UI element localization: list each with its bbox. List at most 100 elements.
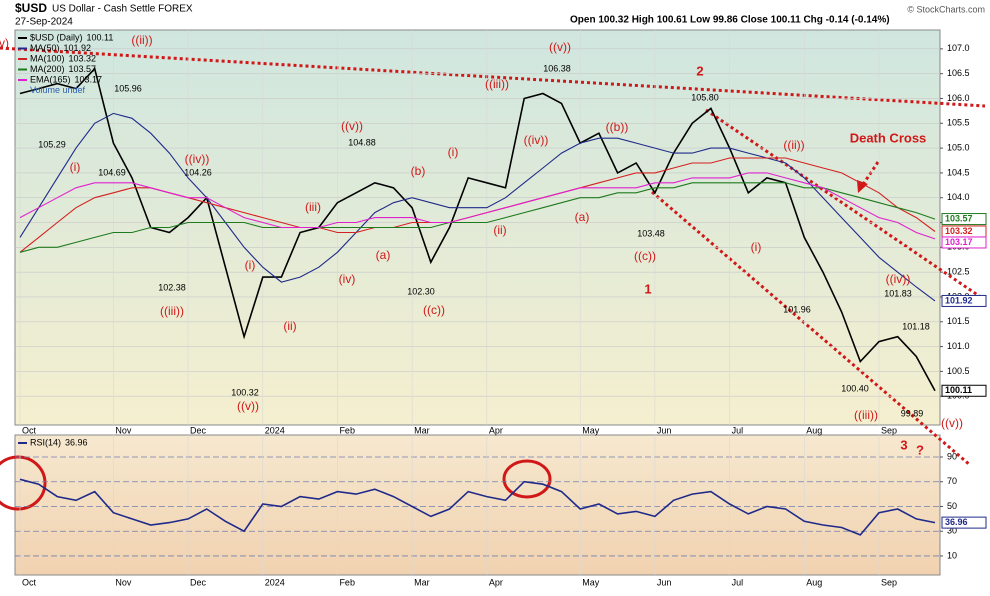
wave-label: Death Cross — [850, 130, 927, 145]
y-tick-label: 106.5 — [947, 68, 970, 78]
wave-label: (i) — [751, 240, 762, 254]
legend-label: MA(100) — [30, 53, 65, 63]
wave-label: (i) — [70, 160, 81, 174]
value-tag-label: 103.57 — [945, 213, 973, 223]
legend-label: Volume undef — [30, 85, 86, 95]
price-label: 101.83 — [884, 288, 912, 298]
x-tick-label: Jun — [657, 425, 672, 435]
credit: © StockCharts.com — [907, 4, 985, 14]
wave-label: (ii) — [493, 223, 506, 237]
y-tick-label: 107.0 — [947, 43, 970, 53]
legend-label: EMA(165) — [30, 74, 71, 84]
y-tick-label: 10 — [947, 550, 957, 560]
instrument-name: US Dollar - Cash Settle FOREX — [52, 4, 193, 15]
legend-value: 103.17 — [75, 74, 103, 84]
trend-line — [705, 108, 986, 302]
x-tick-label: May — [582, 425, 600, 435]
wave-label: (i) — [245, 258, 256, 272]
price-label: 105.96 — [114, 83, 142, 93]
date: 27-Sep-2024 — [15, 17, 73, 28]
wave-label: v) — [0, 36, 9, 50]
x-tick-label: Jul — [732, 425, 744, 435]
wave-label: ((v)) — [341, 119, 363, 133]
value-tag-label: 100.11 — [945, 385, 972, 395]
value-tag-label: 103.17 — [945, 237, 973, 247]
value-tag-label: 103.32 — [945, 226, 973, 236]
x-tick-label: Apr — [489, 577, 503, 587]
y-tick-label: 101.5 — [947, 316, 970, 326]
wave-label: 3 — [900, 437, 907, 452]
y-tick-label: 50 — [947, 501, 957, 511]
legend-label: RSI(14) — [30, 437, 61, 447]
price-label: 100.32 — [231, 387, 259, 397]
price-label: 104.26 — [184, 167, 212, 177]
arrow-head — [857, 180, 868, 193]
legend-value: 101.92 — [64, 43, 92, 53]
trend-line — [0, 46, 986, 108]
legend-label: MA(50) — [30, 43, 60, 53]
y-tick-label: 105.5 — [947, 118, 970, 128]
wave-label: (iv) — [339, 272, 356, 286]
rsi-panel — [14, 434, 941, 576]
price-label: 101.18 — [902, 321, 930, 331]
x-tick-label: Oct — [22, 425, 37, 435]
legend-value: 103.32 — [69, 53, 97, 63]
x-tick-label: Aug — [806, 425, 822, 435]
legend-label: MA(200) — [30, 64, 65, 74]
y-tick-label: 30 — [947, 526, 957, 536]
wave-label: ((b)) — [606, 120, 629, 134]
wave-label: (b) — [411, 164, 426, 178]
wave-label: 2 — [696, 63, 703, 78]
arrow — [860, 161, 880, 187]
y-tick-label: 105.0 — [947, 142, 970, 152]
wave-label: ((ii)) — [783, 138, 804, 152]
y-tick-label: 104.0 — [947, 192, 970, 202]
x-tick-label: Feb — [339, 425, 355, 435]
price-label: 106.38 — [543, 63, 571, 73]
wave-label: ((iii)) — [854, 408, 878, 422]
price-label: 104.88 — [348, 137, 376, 147]
y-tick-label: 106.0 — [947, 93, 970, 103]
wave-label: ((v)) — [941, 416, 963, 430]
wave-label: ((iii)) — [485, 77, 509, 91]
price-label: 101.96 — [783, 304, 811, 314]
wave-label: ((v)) — [237, 399, 259, 413]
wave-label: (ii) — [283, 319, 296, 333]
x-tick-label: 2024 — [265, 577, 285, 587]
x-tick-label: May — [582, 577, 600, 587]
value-tag — [941, 236, 987, 249]
legend-label: $USD (Daily) — [30, 32, 83, 42]
legend-value: 103.57 — [69, 64, 97, 74]
value-tag — [941, 213, 987, 226]
wave-label: ((iv)) — [185, 152, 210, 166]
x-tick-label: Nov — [115, 577, 132, 587]
x-tick-label: Aug — [806, 577, 822, 587]
price-label: 105.29 — [38, 139, 66, 149]
x-tick-label: Dec — [190, 425, 207, 435]
wave-label: ((iv)) — [886, 272, 911, 286]
price-label: 104.69 — [98, 167, 126, 177]
wave-label: ((ii)) — [131, 33, 152, 47]
x-tick-label: Nov — [115, 425, 132, 435]
y-tick-label: 90 — [947, 451, 957, 461]
price-label: 100.40 — [841, 383, 869, 393]
x-tick-label: Mar — [414, 425, 430, 435]
x-tick-label: Sep — [881, 577, 897, 587]
x-tick-label: Dec — [190, 577, 207, 587]
trend-line — [651, 190, 971, 467]
price-label: 102.30 — [407, 286, 435, 296]
wave-label: ((c)) — [423, 303, 445, 317]
wave-label: 1 — [644, 281, 651, 296]
price-label: 105.80 — [691, 92, 719, 102]
price-label: 102.38 — [158, 282, 186, 292]
quote: Open 100.32 High 100.61 Low 99.86 Close … — [570, 15, 890, 26]
series-line — [19, 112, 936, 302]
y-tick-label: 104.5 — [947, 167, 970, 177]
x-tick-label: Apr — [489, 425, 503, 435]
x-tick-label: Oct — [22, 577, 37, 587]
x-tick-label: Jul — [732, 577, 744, 587]
series-line — [19, 172, 936, 240]
x-tick-label: Jun — [657, 577, 672, 587]
value-tag — [941, 384, 987, 397]
